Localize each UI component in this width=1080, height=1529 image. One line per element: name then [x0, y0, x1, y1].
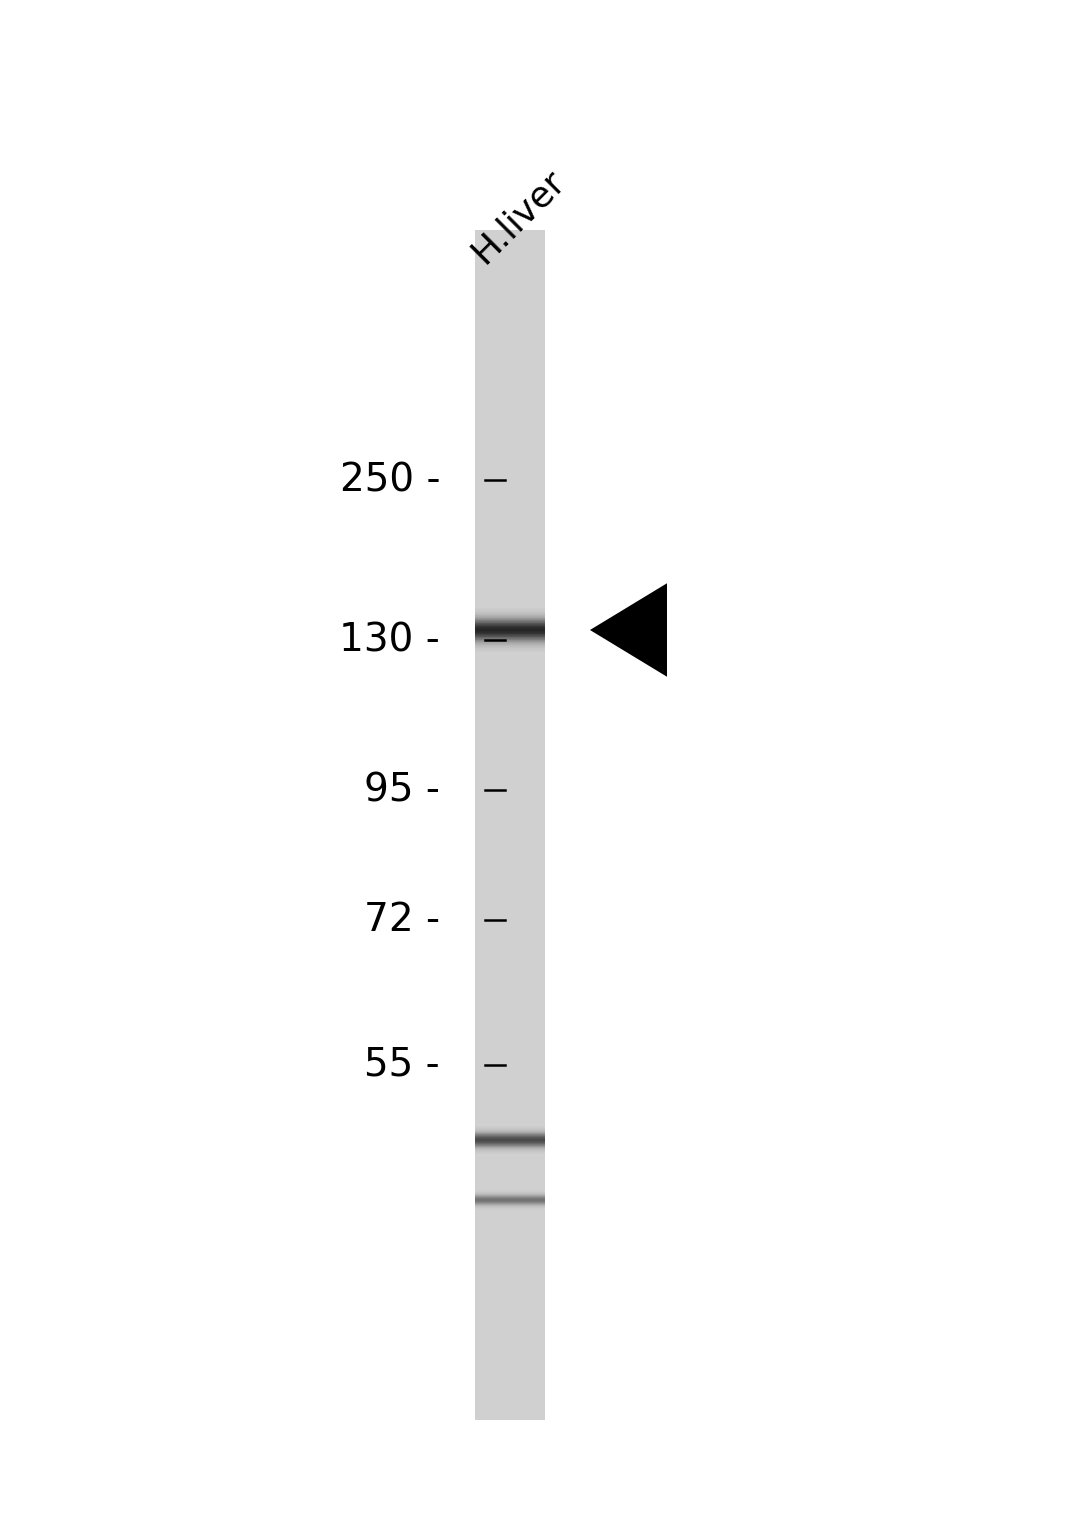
Text: 250 -: 250 -	[339, 462, 440, 498]
Text: 95 -: 95 -	[364, 771, 440, 809]
Polygon shape	[590, 583, 667, 677]
Text: 130 -: 130 -	[339, 621, 440, 659]
Text: 55 -: 55 -	[364, 1046, 440, 1084]
Text: H.liver: H.liver	[464, 162, 571, 269]
Bar	[475, 229, 545, 1420]
Text: 72 -: 72 -	[364, 901, 440, 939]
